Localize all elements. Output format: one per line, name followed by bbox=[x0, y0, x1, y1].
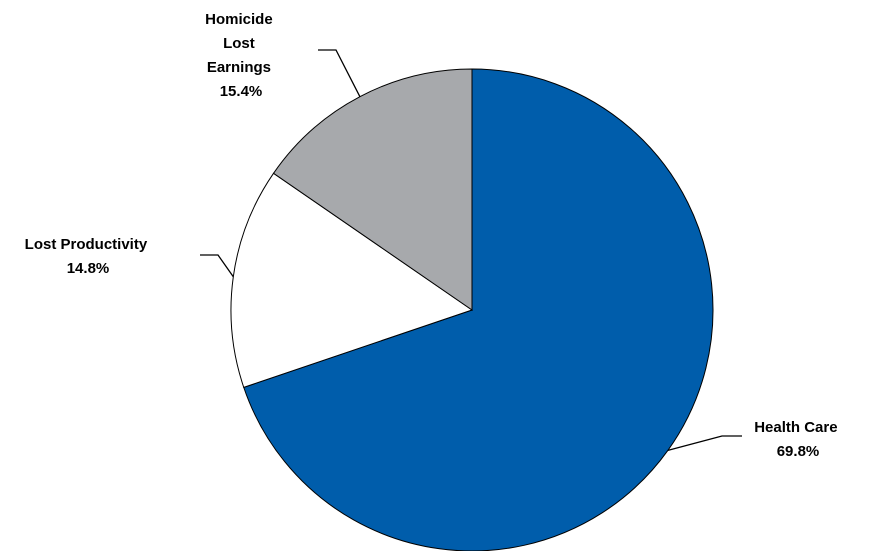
slice-labels: Health Care 69.8% Lost Productivity 14.8… bbox=[25, 11, 842, 460]
label-homicide-lost-earnings: Homicide Lost Earnings 15.4% bbox=[205, 11, 277, 100]
leader-lines bbox=[200, 49, 742, 452]
leader-homicide-lost-earnings bbox=[318, 49, 361, 97]
label-health-care: Health Care 69.8% bbox=[754, 419, 842, 460]
label-lost-productivity: Lost Productivity 14.8% bbox=[25, 236, 152, 277]
leader-health-care bbox=[667, 435, 742, 452]
slice-homicide-lost-earnings bbox=[272, 68, 473, 311]
pie-slices bbox=[230, 68, 714, 551]
slice-health-care bbox=[243, 68, 714, 551]
leader-lost-productivity bbox=[200, 254, 234, 278]
